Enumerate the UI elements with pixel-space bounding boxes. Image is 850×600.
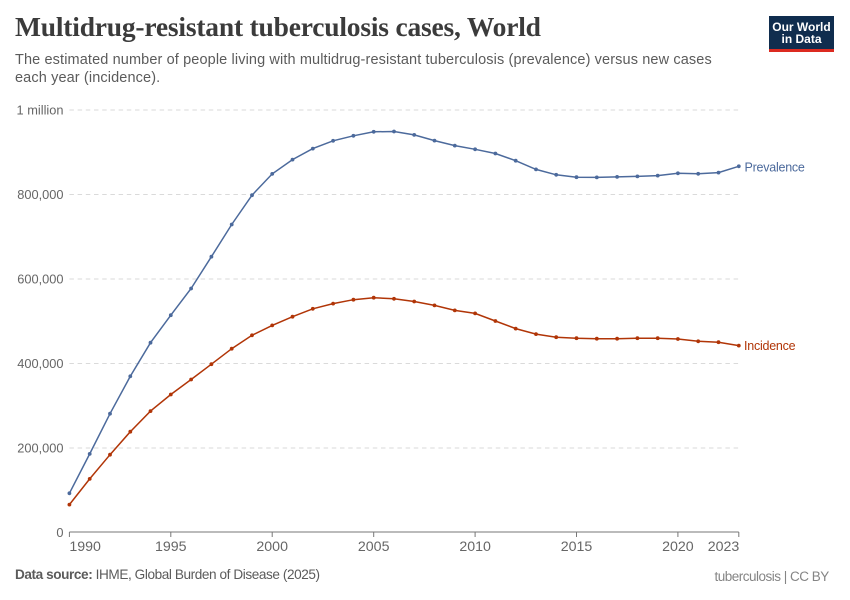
svg-text:200,000: 200,000 xyxy=(17,440,63,455)
svg-text:Prevalence: Prevalence xyxy=(745,160,805,174)
svg-text:2005: 2005 xyxy=(358,539,390,555)
svg-text:Incidence: Incidence xyxy=(744,339,796,353)
svg-text:2020: 2020 xyxy=(662,539,694,555)
svg-text:1990: 1990 xyxy=(69,539,101,555)
svg-text:2015: 2015 xyxy=(561,539,593,555)
svg-text:600,000: 600,000 xyxy=(17,271,63,286)
svg-text:1 million: 1 million xyxy=(17,102,64,117)
svg-text:800,000: 800,000 xyxy=(17,187,63,202)
svg-text:2023: 2023 xyxy=(708,539,740,555)
svg-text:1995: 1995 xyxy=(155,539,187,555)
svg-text:0: 0 xyxy=(56,525,63,540)
svg-text:2010: 2010 xyxy=(459,539,491,555)
svg-text:2000: 2000 xyxy=(256,539,288,555)
svg-text:400,000: 400,000 xyxy=(17,356,63,371)
